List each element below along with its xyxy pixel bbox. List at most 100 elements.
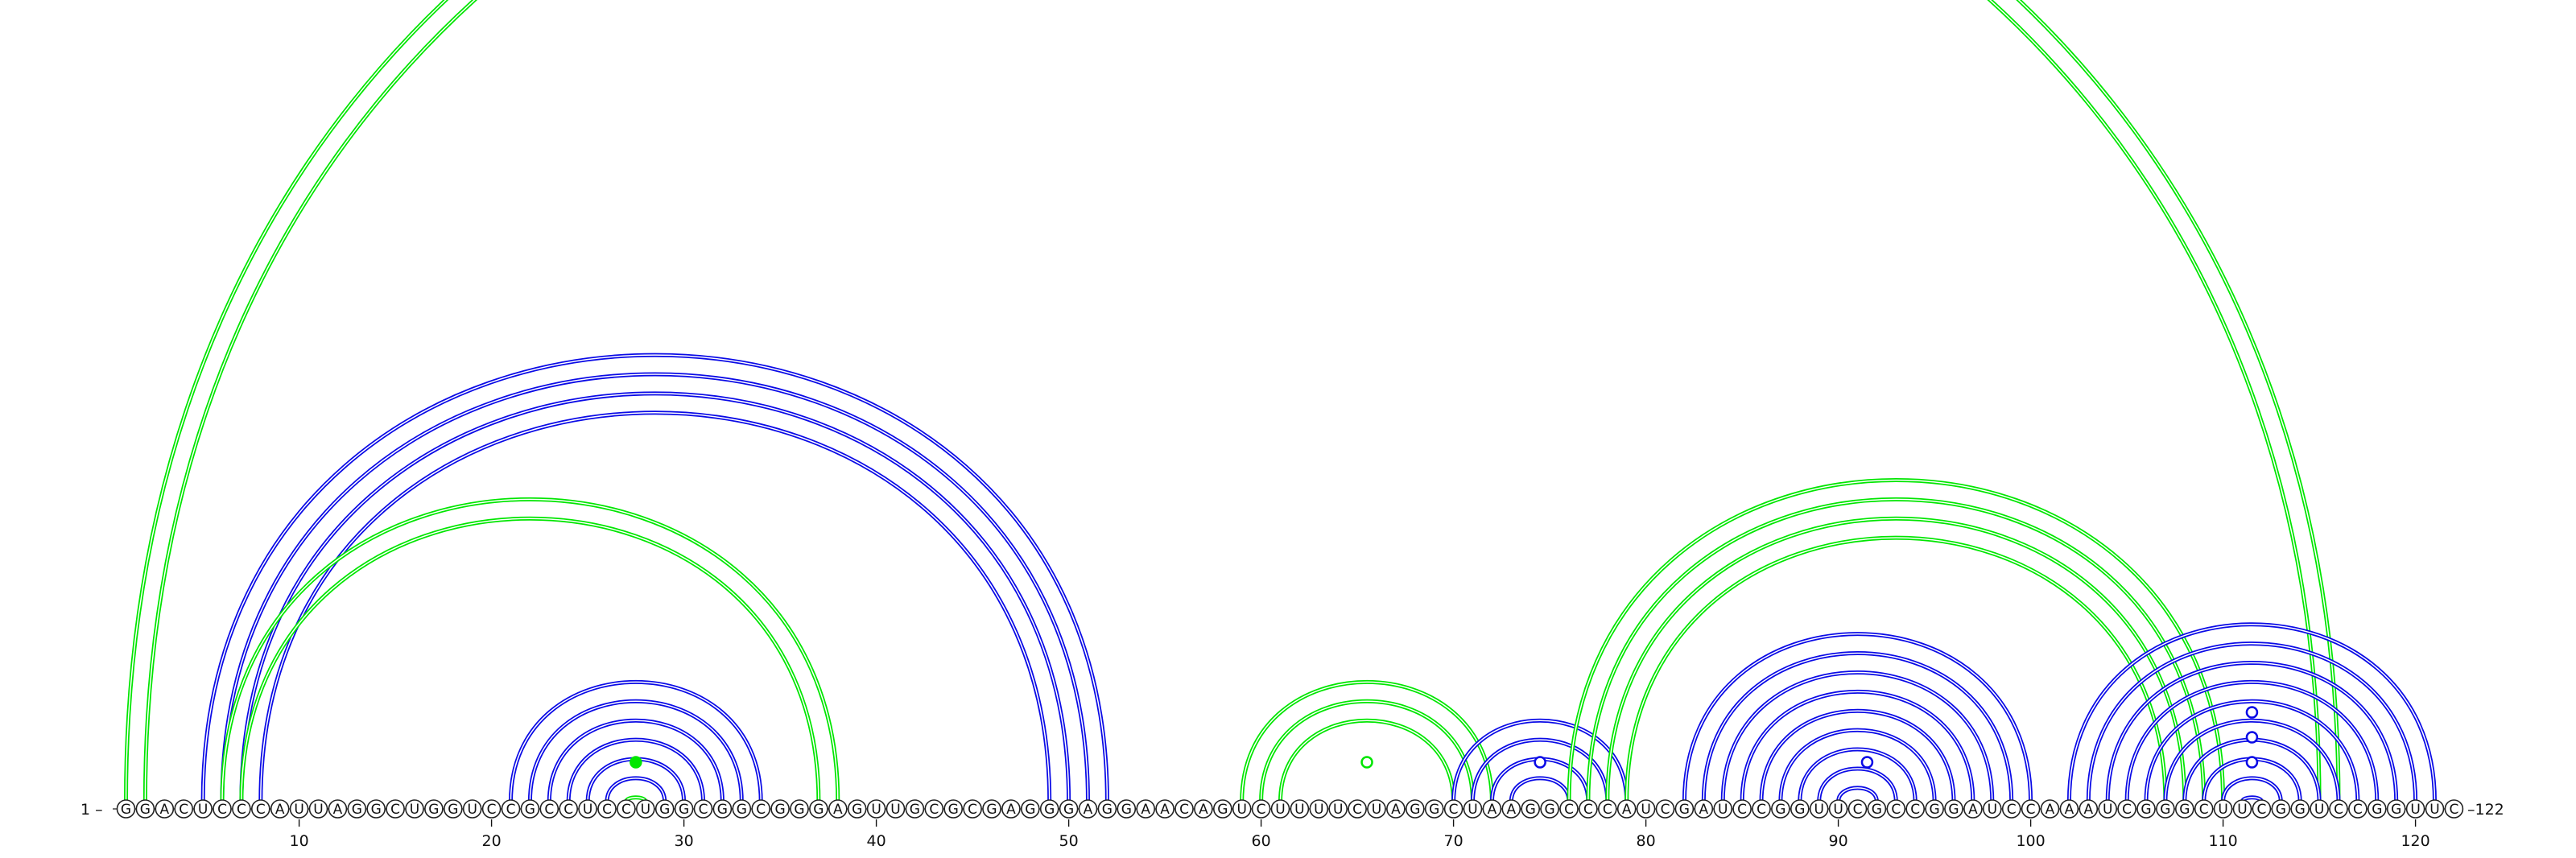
nucleotide: G [1424, 799, 1444, 819]
arc-markers [630, 706, 2259, 769]
arc-marker [2245, 756, 2259, 769]
base-pair-arc [527, 699, 744, 802]
nucleotide-letter: G [2179, 802, 2190, 818]
nucleotide-letter: C [1583, 802, 1593, 818]
nucleotide: G [1867, 799, 1887, 819]
nucleotide: U [1309, 799, 1329, 819]
nucleotide-letter: G [1872, 802, 1882, 818]
nucleotide-letter: A [833, 802, 843, 818]
nucleotide-letter: C [1661, 802, 1670, 818]
base-pair-arc [1817, 766, 1898, 802]
nucleotide-letter: G [1102, 802, 1113, 818]
nucleotide-letter: G [659, 802, 670, 818]
nucleotide: A [2040, 799, 2060, 819]
base-pair-arc [2124, 680, 2380, 802]
nucleotide-letter: A [1199, 802, 1208, 818]
base-pair-arc [1567, 477, 2226, 802]
nucleotide-letter: U [2314, 802, 2324, 818]
base-pair-arc [1682, 632, 2033, 802]
nucleotide: G [2368, 799, 2387, 819]
nucleotide-letter: G [737, 802, 747, 818]
nucleotide: G [1521, 799, 1540, 819]
nucleotide: A [270, 799, 290, 819]
nucleotide: U [289, 799, 309, 819]
nucleotide: U [1983, 799, 2002, 819]
nucleotide: C [693, 799, 713, 819]
nucleotide: G [135, 799, 155, 819]
nucleotide-letter: G [852, 802, 862, 818]
nucleotide-letter: C [1449, 802, 1459, 818]
nucleotide: U [1328, 799, 1348, 819]
nucleotide: C [617, 799, 636, 819]
nucleotide: C [1655, 799, 1675, 819]
nucleotide: G [712, 799, 733, 819]
nucleotide: C [501, 799, 521, 819]
nucleotide: G [520, 799, 540, 819]
nucleotide: U [635, 799, 655, 819]
nucleotide: C [1752, 799, 1771, 819]
nucleotide-letter: G [448, 802, 458, 818]
nucleotide-letter: G [2140, 802, 2151, 818]
nucleotide: C [481, 799, 502, 819]
base-pair-arc [239, 516, 821, 802]
nucleotide-letter: G [121, 802, 131, 818]
nucleotide-letter: U [2429, 802, 2439, 818]
nucleotide-letter: G [140, 802, 151, 818]
nucleotide-letter: G [2295, 802, 2306, 818]
nucleotide: U [2405, 799, 2425, 819]
nucleotide: C [174, 799, 193, 819]
nucleotide: A [828, 799, 848, 819]
nucleotide: U [2425, 799, 2445, 819]
base-pair-arc [509, 680, 763, 802]
nucleotide-letter: U [1275, 802, 1285, 818]
tick-label: 50 [1059, 832, 1079, 850]
nucleotide-letter: C [2334, 802, 2343, 818]
nucleotide: A [1963, 799, 1983, 819]
nucleotide-letter: C [2256, 802, 2266, 818]
nucleotide: G [790, 799, 809, 819]
nucleotide: C [1251, 799, 1271, 819]
nucleotide-letter: A [159, 802, 169, 818]
nucleotide-letter: G [910, 802, 920, 818]
nucleotide: G [1406, 799, 1425, 819]
nucleotide-letter: G [794, 802, 804, 818]
nucleotide: A [328, 799, 348, 819]
nucleotide-letter: U [1718, 802, 1728, 818]
nucleotide-letter: U [890, 802, 900, 818]
nucleotide: C [2117, 799, 2136, 819]
base-pair-arc [1798, 747, 1918, 802]
nucleotide-letter: C [2026, 802, 2036, 818]
nucleotide: C [250, 799, 270, 819]
nucleotide: U [1290, 799, 1310, 819]
base-pair-arc [1605, 516, 2187, 802]
nucleotide: C [2001, 799, 2021, 819]
nucleotide: A [1694, 799, 1714, 819]
nucleotide-letter: C [1853, 802, 1863, 818]
nucleotide: U [2098, 799, 2117, 819]
nucleotide: G [1674, 799, 1695, 819]
position-ticks: 10 20 30 40 50 60 70 80 90 100 110 120 [290, 819, 2430, 850]
base-pair-arc [239, 391, 1071, 802]
nucleotide-letter: U [467, 802, 477, 818]
arc-marker [1534, 756, 1546, 769]
base-pair-arc [2066, 622, 2437, 802]
sequence-end-label: –122 [2467, 801, 2504, 819]
nucleotide-letter: A [1391, 802, 1401, 818]
nucleotide-letter: C [237, 802, 246, 818]
nucleotide: U [1636, 799, 1656, 819]
nucleotide-letter: C [1603, 802, 1612, 818]
nucleotide: C [2021, 799, 2041, 819]
nucleotide: U [2232, 799, 2252, 819]
base-pair-arc [1624, 535, 2168, 802]
nucleotide: A [2059, 799, 2079, 819]
nucleotide-letter: C [1891, 802, 1901, 818]
nucleotide: A [155, 799, 175, 819]
nucleotide-letter: C [1564, 802, 1574, 818]
base-pair-arc [2221, 776, 2283, 802]
nucleotide-letter: C [1737, 802, 1747, 818]
nucleotide: U [2213, 799, 2233, 819]
nucleotide: C [1174, 799, 1194, 819]
nucleotide-letter: C [487, 802, 497, 818]
nucleotide: U [886, 799, 906, 819]
